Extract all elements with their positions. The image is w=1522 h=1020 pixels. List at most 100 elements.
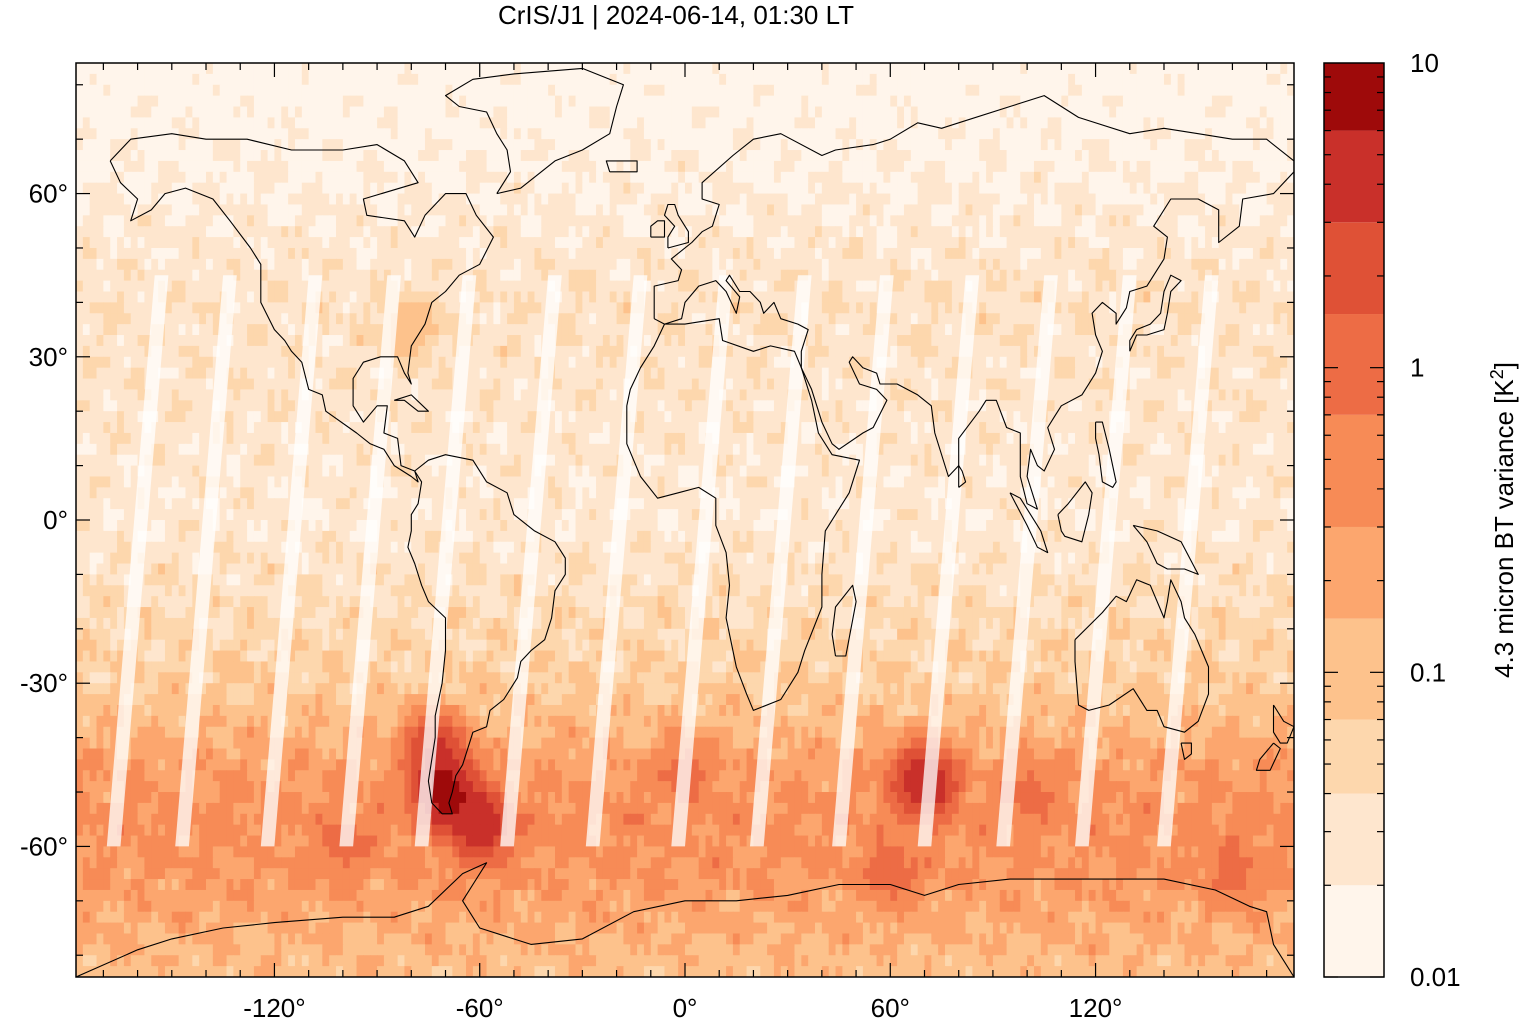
heatmap-cell xyxy=(575,247,583,260)
heatmap-cell xyxy=(739,280,748,293)
heatmap-cell xyxy=(110,280,118,293)
heatmap-cell xyxy=(1184,226,1192,238)
heatmap-cell xyxy=(1177,150,1186,162)
heatmap-cell xyxy=(1150,302,1158,314)
heatmap-cell xyxy=(582,335,590,347)
heatmap-cell xyxy=(233,280,241,293)
heatmap-cell xyxy=(171,269,180,282)
heatmap-cell xyxy=(548,171,556,184)
heatmap-cell xyxy=(247,302,255,314)
heatmap-cell xyxy=(424,117,433,129)
heatmap-cell xyxy=(363,291,371,303)
heatmap-cell xyxy=(609,150,618,162)
heatmap-cell xyxy=(664,150,672,162)
heatmap-cell xyxy=(739,313,748,325)
heatmap-cell xyxy=(322,226,330,238)
heatmap-cell xyxy=(534,302,542,314)
heatmap-cell xyxy=(151,139,159,151)
heatmap-cell xyxy=(678,280,686,293)
heatmap-cell xyxy=(726,150,734,162)
heatmap-cell xyxy=(1287,356,1294,369)
heatmap-cell xyxy=(917,226,926,238)
heatmap-cell xyxy=(1191,313,1199,325)
heatmap-cell xyxy=(1027,291,1035,303)
heatmap-cell xyxy=(1218,335,1227,347)
heatmap-cell xyxy=(746,204,755,216)
heatmap-cell xyxy=(459,73,467,86)
heatmap-cell xyxy=(1020,291,1028,303)
heatmap-cell xyxy=(1075,128,1083,140)
heatmap-cell xyxy=(534,128,542,140)
heatmap-cell xyxy=(691,335,700,347)
heatmap-cell xyxy=(404,182,412,195)
heatmap-cell xyxy=(281,269,289,282)
heatmap-cell xyxy=(685,356,693,369)
heatmap-cell xyxy=(972,356,980,369)
heatmap-cell xyxy=(507,313,515,325)
heatmap-cell xyxy=(1184,171,1192,184)
heatmap-cell xyxy=(1109,106,1117,118)
heatmap-cell xyxy=(370,226,378,238)
heatmap-cell xyxy=(1170,324,1179,336)
heatmap-cell xyxy=(466,106,474,118)
heatmap-cell xyxy=(1259,73,1268,86)
heatmap-cell xyxy=(240,313,248,325)
heatmap-cell xyxy=(397,160,406,173)
heatmap-cell xyxy=(308,171,317,184)
heatmap-cell xyxy=(431,269,440,282)
heatmap-cell xyxy=(534,204,542,216)
heatmap-cell xyxy=(1225,313,1234,325)
heatmap-cell xyxy=(89,335,98,347)
heatmap-cell xyxy=(1266,182,1275,195)
heatmap-cell xyxy=(945,324,953,336)
heatmap-cell xyxy=(226,106,234,118)
heatmap-cell xyxy=(541,73,549,86)
heatmap-cell xyxy=(678,291,686,303)
heatmap-cell xyxy=(767,73,775,86)
heatmap-cell xyxy=(96,345,104,358)
heatmap-cell xyxy=(589,258,597,271)
heatmap-cell xyxy=(240,302,248,314)
heatmap-cell xyxy=(233,258,241,271)
heatmap-cell xyxy=(89,139,98,151)
heatmap-cell xyxy=(383,182,392,195)
heatmap-cell xyxy=(568,345,577,358)
heatmap-cell xyxy=(349,193,358,206)
heatmap-cell xyxy=(459,84,467,97)
heatmap-cell xyxy=(780,193,789,206)
heatmap-cell xyxy=(459,182,467,195)
heatmap-cell xyxy=(719,226,727,238)
heatmap-cell xyxy=(117,324,125,336)
heatmap-cell xyxy=(82,204,91,216)
heatmap-cell xyxy=(137,139,146,151)
heatmap-cell xyxy=(370,95,378,108)
heatmap-cell xyxy=(1033,160,1042,173)
heatmap-cell xyxy=(117,313,125,325)
heatmap-cell xyxy=(910,335,919,347)
heatmap-cell xyxy=(808,356,816,369)
heatmap-cell xyxy=(630,128,638,140)
heatmap-cell xyxy=(972,150,980,162)
heatmap-cell xyxy=(712,237,720,249)
heatmap-cell xyxy=(1027,150,1035,162)
heatmap-cell xyxy=(1109,237,1117,249)
heatmap-cell xyxy=(1150,171,1158,184)
heatmap-cell xyxy=(630,247,638,260)
heatmap-cell xyxy=(849,150,857,162)
heatmap-cell xyxy=(938,280,946,293)
heatmap-cell xyxy=(342,73,351,86)
heatmap-cell xyxy=(1136,258,1145,271)
heatmap-cell xyxy=(240,171,248,184)
heatmap-cell xyxy=(1225,150,1234,162)
heatmap-cell xyxy=(1102,335,1110,347)
heatmap-cell xyxy=(1109,291,1117,303)
heatmap-cell xyxy=(123,258,132,271)
heatmap-cell xyxy=(1225,302,1234,314)
heatmap-cell xyxy=(117,204,125,216)
heatmap-cell xyxy=(821,150,830,162)
heatmap-cell xyxy=(438,280,447,293)
heatmap-cell xyxy=(130,117,139,129)
heatmap-cell xyxy=(363,128,371,140)
heatmap-cell xyxy=(240,117,248,129)
heatmap-cell xyxy=(301,139,310,151)
